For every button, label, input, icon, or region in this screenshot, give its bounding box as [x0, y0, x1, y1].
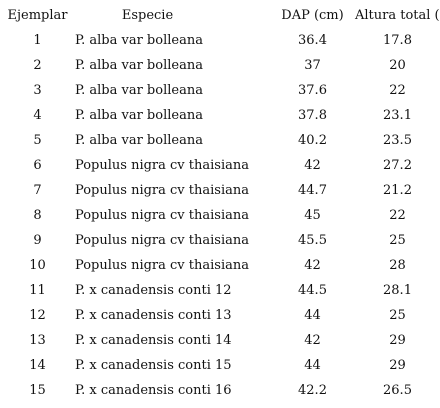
cell-ejemplar: 15	[29, 383, 46, 398]
table-row: 15 P. x canadensis conti 16 42.2 26.5	[0, 378, 440, 403]
cell-especie: P. x canadensis conti 12	[75, 283, 232, 298]
cell-dap: 44.5	[298, 283, 327, 298]
cell-altura: 29	[389, 333, 406, 348]
cell-dap: 37.8	[298, 108, 327, 123]
cell-ejemplar: 12	[29, 308, 46, 323]
cell-altura: 21.2	[383, 183, 412, 198]
cell-ejemplar: 2	[33, 58, 42, 73]
header-altura: Altura total (m)	[355, 8, 440, 23]
cell-ejemplar: 7	[33, 183, 42, 198]
cell-especie: P. x canadensis conti 14	[75, 333, 232, 348]
cell-especie: P. x canadensis conti 13	[75, 308, 232, 323]
cell-altura: 28.1	[383, 283, 412, 298]
cell-altura: 26.5	[383, 383, 412, 398]
table-row: 10 Populus nigra cv thaisiana 42 28	[0, 253, 440, 278]
table-row: 4 P. alba var bolleana 37.8 23.1	[0, 103, 440, 128]
cell-dap: 44	[304, 308, 321, 323]
cell-dap: 45	[304, 208, 321, 223]
cell-especie: P. x canadensis conti 15	[75, 358, 232, 373]
table-row: 8 Populus nigra cv thaisiana 45 22	[0, 203, 440, 228]
cell-ejemplar: 6	[33, 158, 42, 173]
cell-ejemplar: 5	[33, 133, 42, 148]
cell-altura: 28	[389, 258, 406, 273]
cell-altura: 22	[389, 83, 406, 98]
cell-ejemplar: 4	[33, 108, 42, 123]
cell-altura: 29	[389, 358, 406, 373]
cell-especie: P. alba var bolleana	[75, 133, 203, 148]
cell-ejemplar: 8	[33, 208, 42, 223]
cell-dap: 42	[304, 333, 321, 348]
cell-altura: 22	[389, 208, 406, 223]
table-body: 1 P. alba var bolleana 36.4 17.8 2 P. alba va…	[0, 28, 440, 403]
table-row: 1 P. alba var bolleana 36.4 17.8	[0, 28, 440, 53]
cell-altura: 27.2	[383, 158, 412, 173]
table-row: 9 Populus nigra cv thaisiana 45.5 25	[0, 228, 440, 253]
cell-altura: 23.1	[383, 108, 412, 123]
cell-especie: Populus nigra cv thaisiana	[75, 183, 249, 198]
cell-ejemplar: 1	[33, 33, 42, 48]
cell-especie: Populus nigra cv thaisiana	[75, 208, 249, 223]
cell-especie: Populus nigra cv thaisiana	[75, 258, 249, 273]
cell-dap: 42	[304, 158, 321, 173]
cell-especie: P. alba var bolleana	[75, 83, 203, 98]
header-especie: Especie	[121, 8, 174, 23]
cell-especie: P. x canadensis conti 16	[75, 383, 232, 398]
cell-altura: 20	[389, 58, 406, 73]
cell-altura: 17.8	[383, 33, 412, 48]
table-row: 5 P. alba var bolleana 40.2 23.5	[0, 128, 440, 153]
table-row: 7 Populus nigra cv thaisiana 44.7 21.2	[0, 178, 440, 203]
cell-ejemplar: 14	[29, 358, 46, 373]
header-ejemplar: Ejemplar	[7, 8, 68, 23]
cell-ejemplar: 9	[33, 233, 42, 248]
cell-dap: 40.2	[298, 133, 327, 148]
cell-dap: 36.4	[298, 33, 327, 48]
cell-ejemplar: 13	[29, 333, 46, 348]
cell-dap: 44	[304, 358, 321, 373]
cell-dap: 37	[304, 58, 321, 73]
cell-dap: 44.7	[298, 183, 327, 198]
table-header-row: Ejemplar Especie DAP (cm) Altura total (…	[0, 4, 440, 28]
cell-especie: Populus nigra cv thaisiana	[75, 158, 249, 173]
cell-dap: 37.6	[298, 83, 327, 98]
cell-dap: 45.5	[298, 233, 327, 248]
table-row: 14 P. x canadensis conti 15 44 29	[0, 353, 440, 378]
cell-ejemplar: 10	[29, 258, 46, 273]
cell-especie: P. alba var bolleana	[75, 33, 203, 48]
cell-altura: 25	[389, 308, 406, 323]
table-row: 2 P. alba var bolleana 37 20	[0, 53, 440, 78]
cell-altura: 25	[389, 233, 406, 248]
table-row: 12 P. x canadensis conti 13 44 25	[0, 303, 440, 328]
table-row: 3 P. alba var bolleana 37.6 22	[0, 78, 440, 103]
cell-dap: 42	[304, 258, 321, 273]
cell-especie: P. alba var bolleana	[75, 108, 203, 123]
cell-dap: 42.2	[298, 383, 327, 398]
cell-especie: Populus nigra cv thaisiana	[75, 233, 249, 248]
cell-ejemplar: 11	[29, 283, 46, 298]
cell-ejemplar: 3	[33, 83, 42, 98]
table-row: 13 P. x canadensis conti 14 42 29	[0, 328, 440, 353]
table-row: 11 P. x canadensis conti 12 44.5 28.1	[0, 278, 440, 303]
table-row: 6 Populus nigra cv thaisiana 42 27.2	[0, 153, 440, 178]
specimen-table: Ejemplar Especie DAP (cm) Altura total (…	[0, 4, 440, 403]
cell-altura: 23.5	[383, 133, 412, 148]
header-dap: DAP (cm)	[281, 8, 344, 23]
cell-especie: P. alba var bolleana	[75, 58, 203, 73]
